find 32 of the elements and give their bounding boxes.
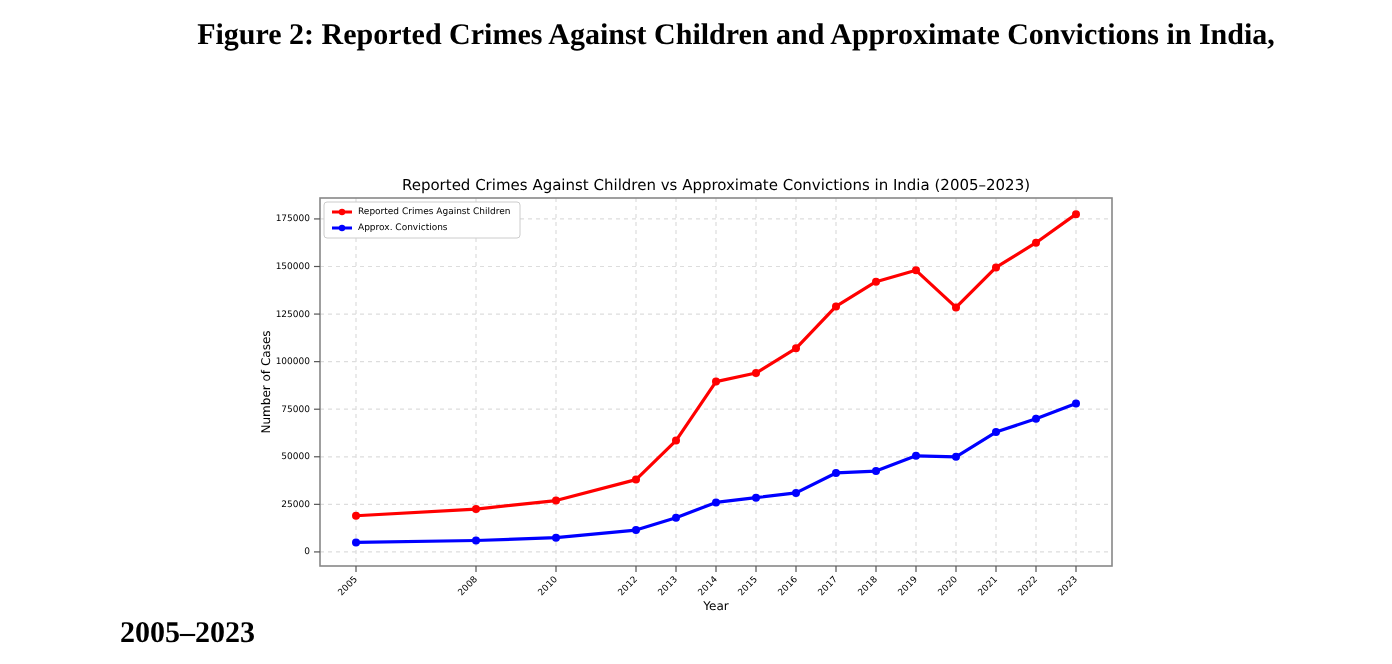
point — [352, 511, 360, 520]
point — [792, 344, 800, 353]
point — [872, 467, 880, 476]
point — [1072, 399, 1080, 408]
point — [912, 451, 920, 460]
point — [1032, 414, 1040, 423]
point — [472, 536, 480, 545]
point — [352, 538, 360, 547]
text: 2005–2023 — [120, 618, 255, 650]
point — [992, 263, 1000, 272]
point — [712, 498, 720, 507]
point — [712, 377, 720, 386]
point — [792, 488, 800, 497]
point — [872, 277, 880, 286]
point — [752, 369, 760, 378]
point — [632, 526, 640, 535]
point — [672, 436, 680, 445]
point — [632, 475, 640, 484]
point — [1072, 210, 1080, 219]
point — [1032, 238, 1040, 247]
point — [992, 428, 1000, 437]
point — [832, 468, 840, 477]
point — [952, 452, 960, 461]
point — [472, 505, 480, 514]
point — [752, 493, 760, 502]
point — [912, 266, 920, 275]
point — [552, 496, 560, 505]
point — [552, 533, 560, 542]
point — [832, 302, 840, 311]
point — [952, 303, 960, 312]
caption: Figure 2: Reported Crimes Against Children and Approximate Convictions in India, — [197, 20, 1276, 52]
point — [672, 513, 680, 522]
